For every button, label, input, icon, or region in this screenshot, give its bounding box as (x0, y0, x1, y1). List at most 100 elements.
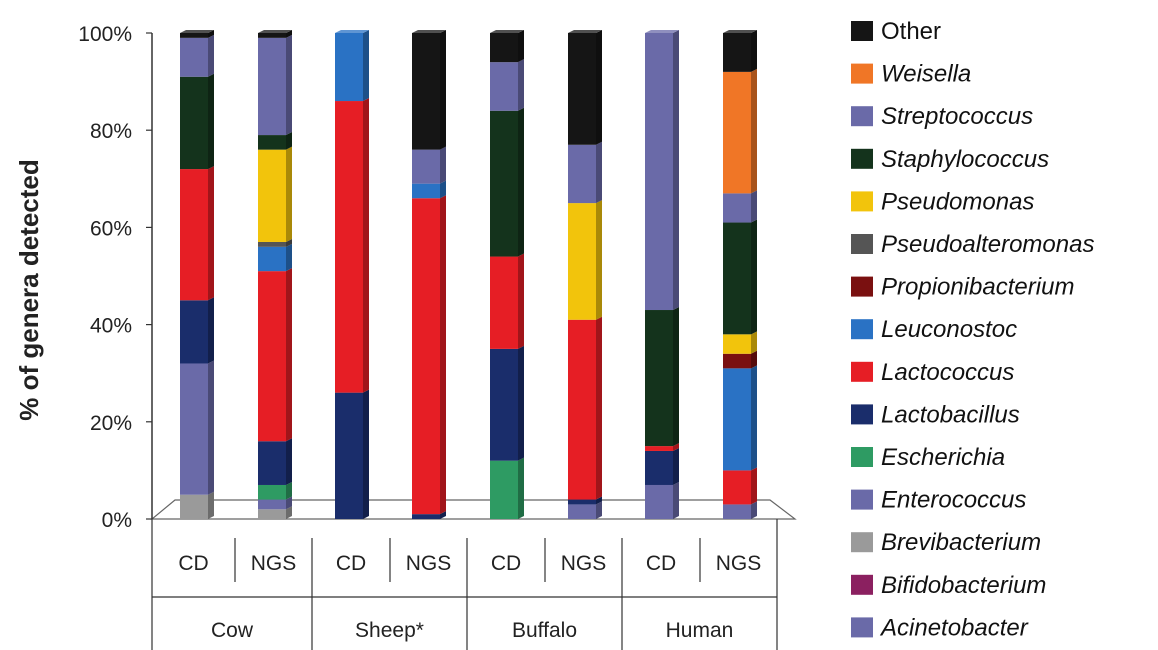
segment-side-staphylococcus (518, 107, 524, 257)
segment-side-lactococcus (518, 253, 524, 349)
segment-streptococcus (723, 193, 751, 223)
legend-swatch (851, 21, 873, 41)
segment-side-pseudomonas (596, 200, 602, 320)
bar-human-ngs (723, 30, 757, 519)
segment-enterococcus (568, 504, 596, 519)
legend-swatch (851, 63, 873, 84)
legend-item-acinetobacter: Acinetobacter (851, 614, 1029, 641)
segment-side-streptococcus (286, 34, 292, 136)
bar-top-cap (180, 30, 214, 33)
legend-swatch (851, 532, 873, 553)
bar-top-cap (258, 30, 292, 33)
y-axis-title: % of genera detected (14, 159, 44, 421)
legend-label: Staphylococcus (881, 146, 1049, 173)
segment-side-lactobacillus (440, 511, 446, 519)
bar-top-cap (645, 30, 679, 33)
segment-lactococcus (412, 198, 440, 515)
legend-item-other: Other (851, 18, 941, 45)
segment-leuconostoc (412, 183, 440, 199)
segment-enterococcus (258, 499, 286, 510)
legend-item-pseudoalteromonas: Pseudoalteromonas (851, 231, 1094, 258)
y-axis: % of genera detected 0% 20% 40% 60% 80% 100% (14, 23, 153, 532)
group-label: Sheep* (355, 619, 424, 642)
segment-side-enterococcus (596, 501, 602, 519)
segment-side-brevibacterium (208, 491, 214, 519)
legend-item-lactobacillus: Lactobacillus (851, 401, 1020, 428)
segment-side-lactobacillus (596, 496, 602, 505)
segment-side-streptococcus (751, 190, 757, 223)
segment-side-pseudoalteromonas (286, 238, 292, 247)
bar-top-cap (412, 30, 446, 33)
segment-escherichia (490, 460, 518, 519)
segment-side-lactobacillus (673, 447, 679, 485)
segment-side-escherichia (518, 457, 524, 519)
segment-pseudoalteromonas (258, 241, 286, 247)
group-label: Human (666, 619, 734, 642)
y-tick-label: 60% (90, 217, 132, 240)
legend: Other Weisella Streptococcus Staphylococcus… (851, 18, 1094, 641)
segment-side-other (286, 30, 292, 38)
segment-side-other (518, 30, 524, 63)
segment-other (568, 33, 596, 145)
segment-escherichia (258, 484, 286, 500)
x-tick-label: CD (336, 552, 366, 575)
segment-enterococcus (180, 363, 208, 495)
segment-side-lactobacillus (208, 297, 214, 364)
legend-label: Lactococcus (881, 359, 1014, 386)
segment-side-lactococcus (208, 166, 214, 301)
segment-lactococcus (490, 256, 518, 349)
segment-lactococcus (335, 101, 363, 393)
legend-label: Escherichia (881, 444, 1005, 471)
segment-side-lactococcus (363, 98, 369, 393)
bar-cow-ngs (258, 30, 292, 519)
legend-swatch (851, 191, 873, 212)
segment-streptococcus (180, 37, 208, 77)
legend-label: Other (881, 18, 941, 45)
legend-swatch (851, 574, 873, 595)
legend-item-pseudomonas: Pseudomonas (851, 188, 1034, 215)
segment-leuconostoc (335, 33, 363, 102)
segment-side-escherichia (286, 481, 292, 500)
bar-top-cap (335, 30, 369, 33)
segment-lactococcus (568, 319, 596, 500)
segment-lactobacillus (258, 441, 286, 485)
segment-staphylococcus (645, 310, 673, 447)
segment-enterococcus (645, 484, 673, 519)
segment-brevibacterium (180, 494, 208, 519)
bar-cow-cd (180, 30, 214, 519)
segment-side-lactococcus (596, 316, 602, 500)
x-tick-label: NGS (716, 552, 762, 575)
segment-side-pseudomonas (751, 331, 757, 354)
segment-side-staphylococcus (286, 132, 292, 150)
legend-swatch (851, 617, 873, 638)
segment-enterococcus (723, 504, 751, 519)
chart-floor (150, 499, 797, 520)
legend-item-propionibacterium: Propionibacterium (851, 274, 1074, 301)
legend-swatch (851, 148, 873, 169)
x-axis: CD NGS Cow CD NGS Sheep* CD NGS Buffalo CD NGS Huma… (151, 519, 778, 650)
segment-side-leuconostoc (440, 180, 446, 199)
segment-other (180, 33, 208, 38)
segment-lactococcus (258, 271, 286, 442)
segment-side-pseudomonas (286, 146, 292, 242)
bar-top-cap (723, 30, 757, 33)
group-label: Buffalo (512, 619, 577, 642)
segment-other (258, 33, 286, 38)
segment-side-leuconostoc (751, 365, 757, 471)
segment-side-brevibacterium (286, 506, 292, 519)
legend-swatch (851, 319, 873, 340)
segment-pseudomonas (568, 203, 596, 320)
segment-pseudomonas (258, 149, 286, 242)
segment-brevibacterium (258, 509, 286, 519)
segment-side-lactobacillus (363, 389, 369, 519)
legend-label: Lactobacillus (881, 401, 1020, 428)
y-tick-label: 0% (102, 509, 132, 532)
segment-side-enterococcus (208, 360, 214, 495)
y-tick-label: 100% (78, 23, 132, 46)
bar-buffalo-cd (490, 30, 524, 519)
bar-human-cd (645, 30, 679, 519)
y-tick-label: 40% (90, 315, 132, 338)
segment-side-staphylococcus (673, 307, 679, 447)
segment-side-streptococcus (596, 141, 602, 204)
